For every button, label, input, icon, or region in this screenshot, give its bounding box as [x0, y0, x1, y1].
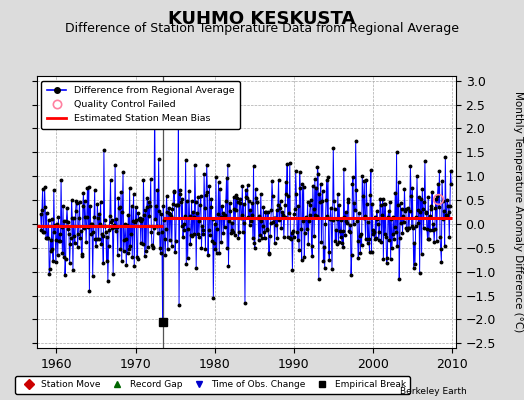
Text: Difference of Station Temperature Data from Regional Average: Difference of Station Temperature Data f… — [65, 22, 459, 35]
Text: KUHMO KESKUSTA: KUHMO KESKUSTA — [168, 10, 356, 28]
Legend: Station Move, Record Gap, Time of Obs. Change, Empirical Break: Station Move, Record Gap, Time of Obs. C… — [15, 376, 410, 394]
Text: Berkeley Earth: Berkeley Earth — [400, 387, 466, 396]
Y-axis label: Monthly Temperature Anomaly Difference (°C): Monthly Temperature Anomaly Difference (… — [513, 91, 523, 333]
